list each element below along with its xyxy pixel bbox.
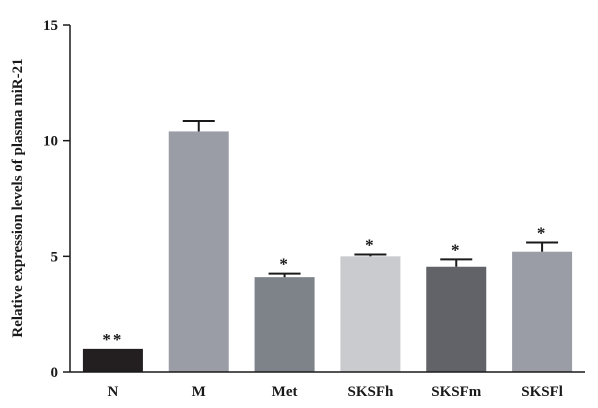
x-tick-label: M (192, 384, 206, 400)
x-tick-label: SKSFh (347, 384, 394, 400)
y-tick-label: 5 (51, 249, 59, 265)
y-tick-label: 0 (51, 365, 59, 381)
bar (340, 256, 401, 372)
y-axis-label: Relative expression levels of plasma miR… (10, 58, 26, 337)
bar (168, 131, 229, 372)
bar (512, 251, 573, 372)
bar (254, 277, 315, 372)
significance-marker: ** (102, 330, 123, 349)
significance-annotations: **** ** (102, 223, 548, 349)
y-axis: 0 5 10 15 (43, 18, 71, 381)
x-tick-label: SKSFl (521, 384, 563, 400)
y-tick-label: 15 (43, 18, 58, 34)
significance-marker: * (537, 223, 548, 242)
bars (82, 131, 573, 372)
x-tick-label: N (107, 384, 118, 400)
significance-marker: * (365, 235, 376, 254)
bar (426, 266, 487, 372)
significance-marker: * (451, 240, 462, 259)
y-axis-title: Relative expression levels of plasma miR… (10, 58, 26, 337)
bar (82, 348, 143, 372)
x-tick-label: Met (272, 384, 298, 400)
y-tick-label: 10 (43, 134, 58, 150)
x-axis: N M Met SKSFh SKSFm SKSFl (70, 371, 585, 400)
error-bars (182, 120, 559, 278)
significance-marker: * (279, 255, 290, 274)
x-tick-label: SKSFm (431, 384, 482, 400)
